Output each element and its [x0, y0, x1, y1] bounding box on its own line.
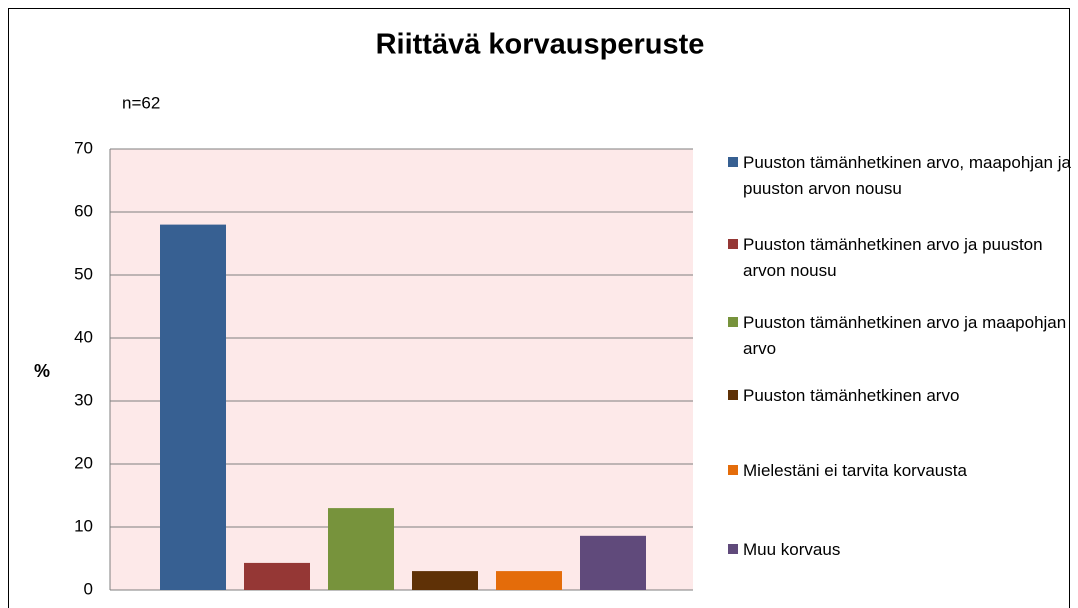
legend-swatch [728, 239, 738, 249]
legend-swatch [728, 317, 738, 327]
y-tick-label: 30 [74, 390, 93, 409]
chart-title: Riittävä korvausperuste [376, 29, 705, 61]
bars [160, 224, 646, 590]
legend-item: Puuston tämänhetkinen arvo ja maapohjan … [728, 310, 1073, 362]
legend-label: Puuston tämänhetkinen arvo, maapohjan ja… [743, 153, 1071, 198]
chart-border [8, 8, 1070, 608]
y-tick-label: 50 [74, 264, 93, 283]
bar [160, 224, 226, 590]
legend-label: Puuston tämänhetkinen arvo ja puuston ar… [743, 235, 1043, 280]
bar [496, 571, 562, 590]
y-tick-label: 60 [74, 201, 93, 220]
legend-swatch [728, 465, 738, 475]
subtitle: n=62 [122, 93, 160, 112]
bar [328, 508, 394, 590]
legend-swatch [728, 157, 738, 167]
y-tick-label: 10 [74, 516, 93, 535]
legend-item: Puuston tämänhetkinen arvo, maapohjan ja… [728, 150, 1073, 202]
legend-swatch [728, 544, 738, 554]
legend-label: Mielestäni ei tarvita korvausta [743, 461, 967, 480]
legend-label: Puuston tämänhetkinen arvo ja maapohjan … [743, 313, 1067, 358]
legend-item: Mielestäni ei tarvita korvausta [728, 458, 1073, 484]
y-tick-label: 20 [74, 453, 93, 472]
legend-item: Puuston tämänhetkinen arvo ja puuston ar… [728, 232, 1073, 284]
y-tick-label: 0 [84, 579, 93, 598]
y-axis-label: % [34, 361, 50, 381]
legend-item: Puuston tämänhetkinen arvo [728, 383, 1073, 409]
legend-label: Muu korvaus [743, 540, 841, 559]
bar [412, 571, 478, 590]
legend-label: Puuston tämänhetkinen arvo [743, 386, 960, 405]
legend-swatch [728, 390, 738, 400]
bar [244, 562, 310, 590]
y-tick-label: 40 [74, 327, 93, 346]
y-tick-label: 70 [74, 138, 93, 157]
legend-item: Muu korvaus [728, 537, 1073, 563]
bar [580, 535, 646, 590]
